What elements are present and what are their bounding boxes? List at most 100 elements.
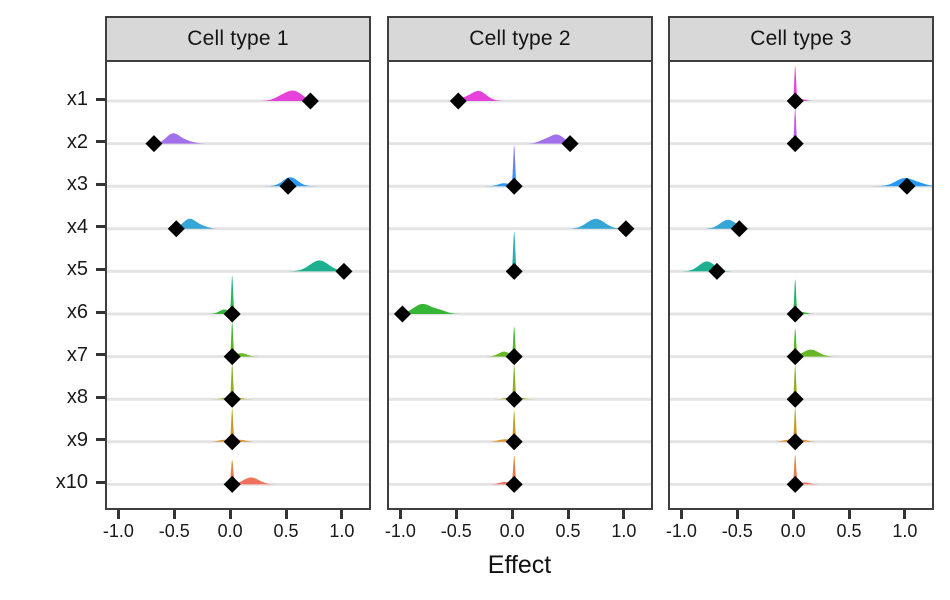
point-diamond — [505, 433, 523, 451]
y-axis-label: x4 — [66, 215, 88, 238]
y-tick — [96, 480, 105, 484]
y-axis-label: x8 — [66, 386, 88, 409]
y-tick — [96, 310, 105, 314]
x-tick-label: 0.5 — [273, 521, 299, 541]
density-curve — [389, 90, 651, 101]
density-curve — [389, 231, 651, 272]
density-curve — [107, 90, 369, 101]
point-diamond — [167, 220, 185, 238]
x-tick-label: 1.0 — [611, 521, 637, 541]
x-tick — [791, 510, 795, 519]
density-curve — [389, 218, 651, 229]
x-tick-label: 1.0 — [892, 521, 918, 541]
density-curve — [389, 410, 651, 442]
point-diamond — [786, 92, 804, 110]
x-tick-label: 0.0 — [780, 521, 806, 541]
density-curve — [107, 133, 369, 144]
x-tick — [622, 510, 626, 519]
point-diamond — [223, 305, 241, 323]
y-axis-label: x9 — [66, 428, 88, 451]
point-diamond — [301, 92, 319, 110]
x-tick-label: -1.0 — [665, 521, 697, 541]
point-diamond — [223, 433, 241, 451]
point-diamond — [223, 475, 241, 493]
point-diamond — [561, 135, 579, 153]
x-tick — [116, 510, 120, 519]
x-tick — [340, 510, 344, 519]
density-curve — [107, 275, 369, 314]
y-axis-label: x5 — [66, 258, 88, 281]
point-diamond — [223, 348, 241, 366]
point-diamond — [335, 262, 353, 280]
y-axis-label: x7 — [66, 343, 88, 366]
y-tick — [96, 225, 105, 229]
y-axis-label: x2 — [66, 130, 88, 153]
point-diamond — [449, 92, 467, 110]
y-axis-label: x1 — [66, 88, 88, 110]
y-tick — [96, 438, 105, 442]
x-tick — [172, 510, 176, 519]
y-axis-label: x10 — [55, 471, 88, 494]
facet-panel — [387, 60, 653, 510]
x-tick-label: 0.5 — [555, 521, 581, 541]
density-curve — [389, 145, 651, 187]
density-curve — [389, 326, 651, 357]
point-diamond — [786, 433, 804, 451]
y-tick — [96, 267, 105, 271]
facet-title: Cell type 2 — [469, 27, 571, 50]
y-tick — [96, 395, 105, 399]
x-tick — [284, 510, 288, 519]
facet-strip: Cell type 3 — [668, 16, 934, 60]
x-tick — [903, 510, 907, 519]
x-tick-label: -0.5 — [158, 521, 190, 541]
facet-strip: Cell type 1 — [105, 16, 371, 60]
density-curve — [389, 455, 651, 485]
point-diamond — [279, 177, 297, 195]
point-diamond — [708, 262, 726, 280]
point-diamond — [786, 390, 804, 408]
density-curve — [107, 460, 369, 485]
facet-panel — [668, 60, 934, 510]
y-tick — [96, 353, 105, 357]
x-tick — [398, 510, 402, 519]
x-tick-label: -1.0 — [102, 521, 134, 541]
x-tick — [510, 510, 514, 519]
density-curve — [107, 363, 369, 400]
density-curve — [670, 108, 932, 144]
x-tick — [847, 510, 851, 519]
density-curve — [670, 66, 932, 101]
density-curve — [670, 279, 932, 314]
x-tick-label: 1.0 — [329, 521, 355, 541]
y-tick — [96, 182, 105, 186]
y-tick — [96, 140, 105, 144]
facet-title: Cell type 3 — [750, 27, 852, 50]
density-curve — [670, 328, 932, 357]
point-diamond — [898, 177, 916, 195]
facet-panel — [105, 60, 371, 510]
density-curve — [389, 364, 651, 400]
point-diamond — [786, 135, 804, 153]
x-tick — [679, 510, 683, 519]
facet-title: Cell type 1 — [187, 27, 289, 50]
density-curve — [107, 218, 369, 229]
density-curve — [107, 260, 369, 272]
point-diamond — [145, 135, 163, 153]
panel-canvas — [670, 66, 932, 493]
x-tick-label: -0.5 — [721, 521, 753, 541]
x-axis-title: Effect — [487, 551, 552, 579]
density-curve — [389, 303, 651, 314]
point-diamond — [505, 348, 523, 366]
point-diamond — [505, 475, 523, 493]
point-diamond — [223, 390, 241, 408]
point-diamond — [505, 262, 523, 280]
x-tick-label: -1.0 — [384, 521, 416, 541]
y-axis-label: x3 — [66, 173, 88, 196]
y-tick — [96, 97, 105, 101]
point-diamond — [786, 348, 804, 366]
x-tick-label: 0.5 — [836, 521, 862, 541]
density-curve — [670, 365, 932, 400]
point-diamond — [505, 390, 523, 408]
panel-canvas — [389, 90, 651, 493]
density-curve — [670, 454, 932, 485]
